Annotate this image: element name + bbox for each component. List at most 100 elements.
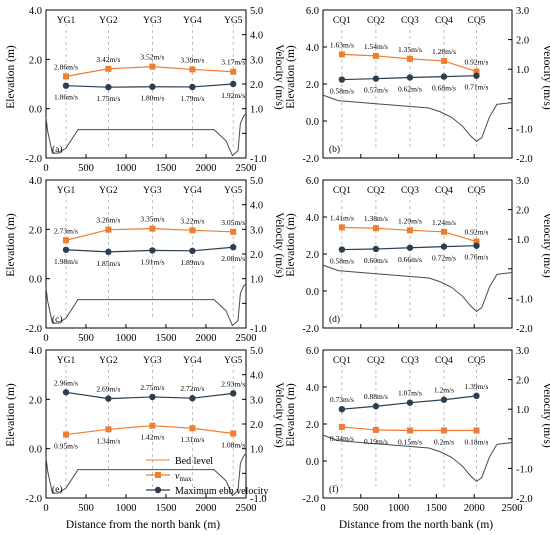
vmax-value-label: 3.05m/s	[221, 218, 245, 227]
vmax-value-label: 1.38m/s	[364, 214, 388, 223]
ebb-value-label: 0.76m/s	[464, 253, 488, 262]
right-y-tick-label: 3.0	[516, 346, 529, 357]
panel-label: (f)	[329, 484, 339, 495]
x-tick-label: 2500	[236, 333, 257, 344]
ebb-point	[372, 403, 380, 410]
station-label: CQ3	[401, 186, 419, 196]
left-y-tick-label: -2.0	[25, 154, 42, 165]
ebb-point	[62, 246, 70, 253]
ebb-value-label: 1.2m/s	[434, 386, 454, 395]
x-tick-label: 500	[78, 503, 94, 514]
station-label: CQ2	[367, 356, 385, 366]
left-y-axis-label: Elevation (m)	[285, 213, 297, 277]
x-tick-label: 1000	[388, 503, 409, 514]
panel-c: 0 500 1000 1500 2000 2500 4.0 2.0 0.0 -2.0 5.0 4.0 3…	[25, 176, 266, 344]
left-y-tick-label: 2.0	[29, 55, 42, 66]
left-y-tick-label: 0.0	[306, 457, 319, 468]
vmax-value-label: 3.35m/s	[140, 215, 164, 224]
vmax-value-label: 0.34m/s	[330, 434, 354, 443]
right-y-axis-label: Velocity (m/s)	[541, 212, 550, 278]
legend: Bed level vmax Maximum ebb velocity	[146, 456, 268, 497]
ebb-value-label: 1.07m/s	[398, 389, 422, 398]
right-y-tick-label: 1.0	[250, 275, 263, 286]
vmax-point	[189, 66, 196, 73]
ebb-point	[105, 395, 112, 402]
left-y-tick-label: -2.0	[302, 324, 319, 335]
vmax-value-label: 3.39m/s	[180, 55, 204, 64]
x-tick-label: 1500	[156, 503, 177, 514]
bed-level-line	[45, 283, 247, 327]
right-y-tick-label: 1.0	[516, 405, 529, 416]
right-y-tick-label: 2.0	[516, 206, 529, 217]
right-y-tick-label: -1.0	[516, 124, 533, 135]
left-y-tick-label: 4.0	[29, 346, 42, 357]
panel-f: 0 500 1000 1500 2000 2500 6.0 4.0 2.0 0.0 -2.0 3.0 2…	[302, 346, 532, 514]
x-tick-label: 1000	[116, 503, 137, 514]
station-label: YG1	[57, 356, 76, 366]
x-tick-label: 0	[320, 503, 325, 514]
right-y-tick-label: 5.0	[250, 176, 263, 187]
bed-level-line	[322, 94, 513, 142]
right-y-tick-label: 5.0	[250, 6, 263, 17]
ebb-point	[338, 76, 346, 83]
left-y-tick-label: 2.0	[306, 420, 319, 431]
ebb-value-label: 2.93m/s	[221, 379, 245, 388]
legend-bed-label: Bed level	[175, 456, 213, 467]
panel-a: 0 500 1000 1500 2000 2500 4.0 2.0 0.0 -2.0 5.0 4.0 3…	[25, 6, 266, 174]
panel-label: (d)	[329, 314, 340, 325]
station-label: CQ3	[401, 16, 419, 26]
vmax-value-label: 0.92m/s	[464, 58, 488, 67]
ebb-point	[440, 396, 448, 403]
ebb-point	[149, 393, 156, 401]
x-tick-label: 1500	[426, 503, 447, 514]
x-tick-label: 2000	[196, 503, 217, 514]
left-y-tick-label: 0.0	[29, 445, 42, 456]
vmax-point	[230, 430, 237, 437]
vmax-point	[440, 427, 447, 434]
ebb-value-label: 0.58m/s	[330, 87, 354, 96]
vmax-value-label: 3.52m/s	[140, 53, 164, 62]
ebb-value-label: 1.86m/s	[54, 93, 78, 102]
ebb-point	[338, 246, 346, 253]
ebb-point	[440, 73, 448, 80]
vmax-point	[149, 422, 156, 429]
right-y-tick-label: -2.0	[516, 494, 533, 505]
bed-level-line	[45, 113, 247, 157]
vmax-value-label: 3.22m/s	[180, 216, 204, 225]
left-y-tick-label: 4.0	[29, 6, 42, 17]
left-y-tick-label: -2.0	[302, 154, 319, 165]
station-label: YG3	[143, 356, 162, 366]
vmax-point	[63, 237, 69, 244]
left-y-tick-label: 2.0	[29, 395, 42, 406]
vmax-value-label: 1.24m/s	[432, 218, 456, 227]
right-y-axis-label: Velocity (m/s)	[273, 44, 285, 110]
x-tick-label: 0	[43, 333, 48, 344]
vmax-point	[473, 68, 480, 75]
vmax-point	[440, 57, 447, 64]
station-label: YG3	[143, 186, 162, 196]
ebb-point	[230, 390, 237, 397]
vmax-point	[473, 427, 480, 434]
station-label: YG4	[183, 186, 202, 196]
right-y-tick-label: -1.0	[516, 294, 533, 305]
ebb-value-label: 0.58m/s	[330, 257, 354, 266]
x-tick-label: 1500	[156, 333, 177, 344]
right-y-tick-label: 4.0	[250, 201, 263, 212]
station-label: CQ1	[333, 16, 351, 26]
x-tick-label: 1500	[156, 163, 177, 174]
vmax-value-label: 1.54m/s	[364, 42, 388, 51]
right-y-tick-label: -1.0	[516, 464, 533, 475]
left-y-tick-label: 0.0	[306, 117, 319, 128]
vmax-value-label: 1.42m/s	[140, 433, 164, 442]
station-label: CQ1	[333, 356, 351, 366]
panel-label: (a)	[52, 144, 63, 155]
right-y-tick-label: 3.0	[516, 176, 529, 187]
left-y-tick-label: 4.0	[306, 383, 319, 394]
ebb-value-label: 0.71m/s	[464, 83, 488, 92]
x-tick-label: 1000	[116, 333, 137, 344]
vmax-value-label: 0.2m/s	[434, 438, 454, 447]
x-tick-label: 2500	[236, 163, 257, 174]
ebb-point	[230, 80, 237, 88]
ebb-value-label: 0.62m/s	[398, 84, 422, 93]
left-y-axis-label: Elevation (m)	[5, 213, 17, 277]
